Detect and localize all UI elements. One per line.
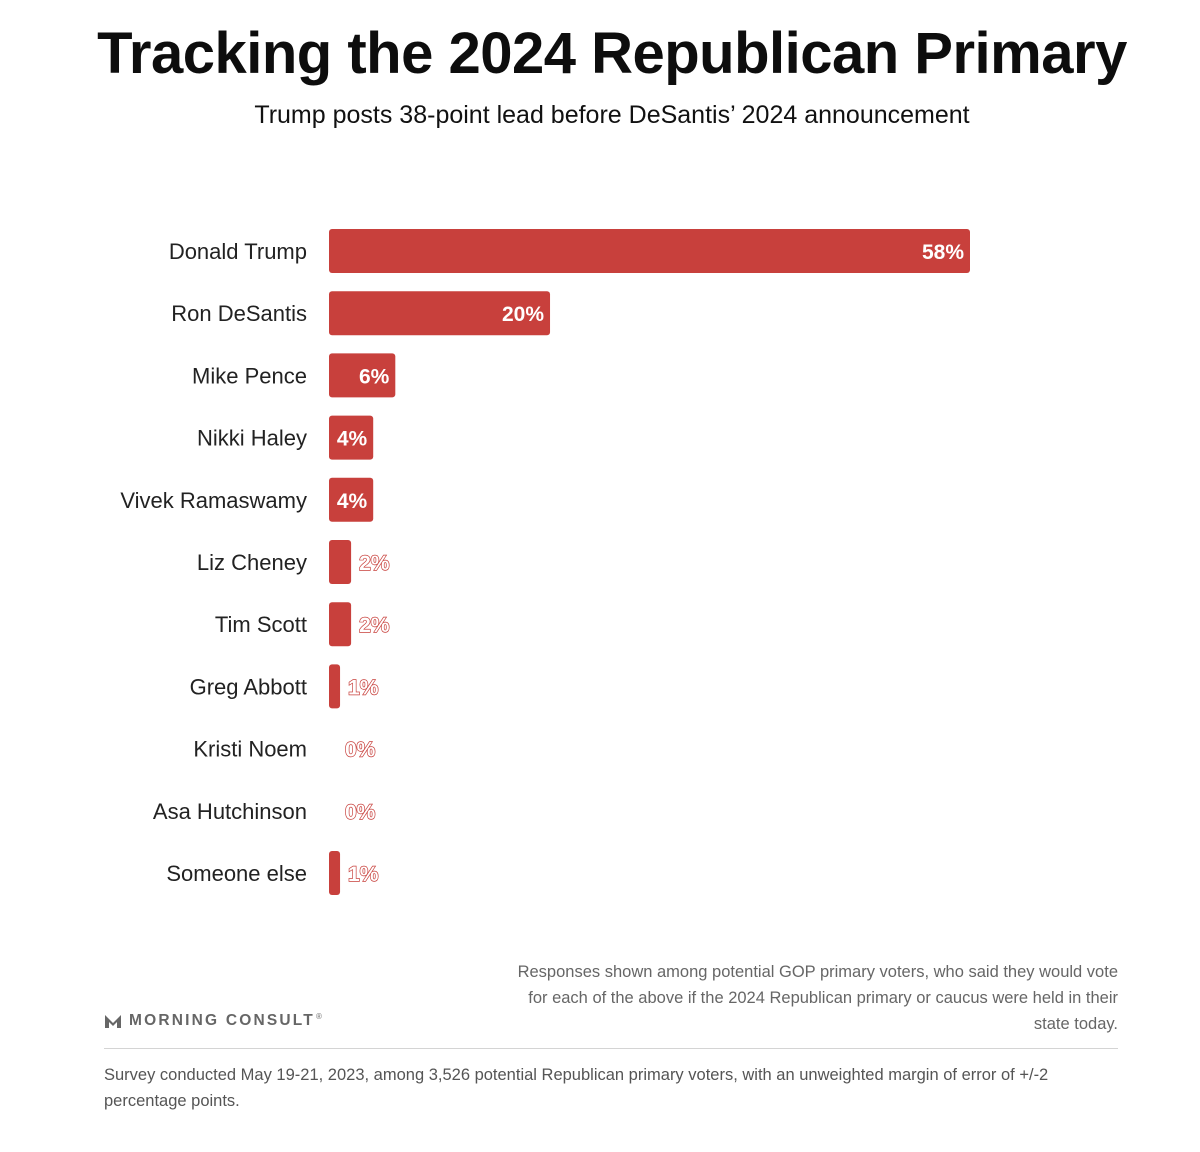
bar-donald-trump <box>329 229 970 273</box>
category-label-asa-hutchinson: Asa Hutchinson <box>153 799 307 824</box>
bar-someone-else <box>329 851 341 895</box>
value-label-liz-cheney: 2% <box>359 552 390 575</box>
brand-name: MORNING CONSULT® <box>129 1012 325 1030</box>
bar-greg-abbott <box>329 664 341 709</box>
survey-methodology-note: Survey conducted May 19-21, 2023, among … <box>104 1066 1049 1110</box>
category-label-someone-else: Someone else <box>166 861 307 886</box>
value-label-greg-abbott: 1% <box>348 676 379 699</box>
category-label-mike-pence: Mike Pence <box>192 363 307 388</box>
value-label-mike-pence: 6% <box>359 365 390 388</box>
category-label-ron-desantis: Ron DeSantis <box>171 301 307 326</box>
value-label-vivek-ramaswamy: 4% <box>337 490 368 513</box>
category-label-vivek-ramaswamy: Vivek Ramaswamy <box>120 488 307 513</box>
value-label-ron-desantis: 20% <box>502 303 544 326</box>
value-label-kristi-noem: 0% <box>345 739 376 762</box>
bar-vivek-ramaswamy <box>329 477 374 522</box>
category-label-donald-trump: Donald Trump <box>169 239 307 264</box>
value-label-nikki-haley: 4% <box>337 428 368 451</box>
bar-chart: Donald Trump 58% Ron DeSantis 20% Mike Pence… <box>120 229 970 895</box>
value-label-someone-else: 1% <box>348 863 379 886</box>
bar-liz-cheney <box>329 540 352 584</box>
value-label-asa-hutchinson: 0% <box>345 801 376 824</box>
morning-consult-m-icon <box>105 1014 121 1028</box>
value-label-tim-scott: 2% <box>359 614 390 637</box>
chart-subtitle: Trump posts 38-point lead before DeSanti… <box>254 101 970 129</box>
bar-mike-pence <box>329 353 396 398</box>
bar-nikki-haley <box>329 415 374 460</box>
category-label-liz-cheney: Liz Cheney <box>197 550 307 575</box>
bar-ron-desantis <box>329 291 551 336</box>
responses-footnote: Responses shown among potential GOP prim… <box>517 963 1118 1033</box>
category-label-nikki-haley: Nikki Haley <box>197 426 307 451</box>
value-label-donald-trump: 58% <box>922 241 964 264</box>
footer-divider <box>104 1048 1118 1049</box>
chart-title: Tracking the 2024 Republican Primary <box>97 21 1127 86</box>
category-label-kristi-noem: Kristi Noem <box>193 737 307 762</box>
category-label-greg-abbott: Greg Abbott <box>190 674 307 699</box>
registered-mark: ® <box>315 1012 325 1021</box>
bar-tim-scott <box>329 602 352 647</box>
category-label-tim-scott: Tim Scott <box>215 612 307 637</box>
morning-consult-logo: MORNING CONSULT® <box>104 1012 324 1030</box>
